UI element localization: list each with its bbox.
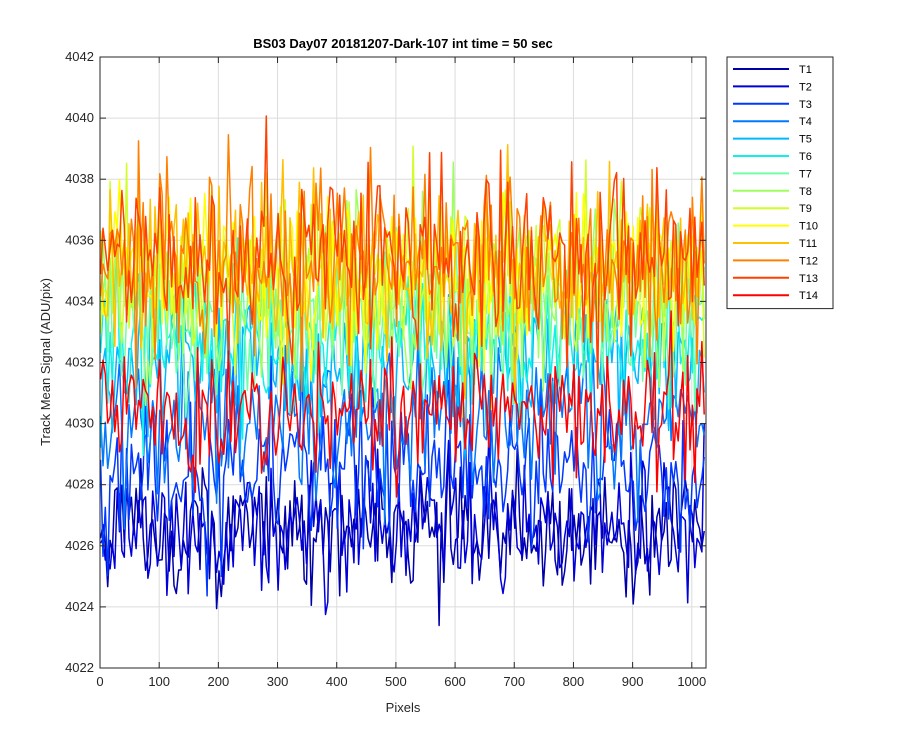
- legend-label: T13: [799, 273, 818, 285]
- x-tick-label: 800: [563, 674, 585, 689]
- legend: T1 T2 T3 T4 T5 T6 T7 T8 T9 T10 T11 T12 T13 T14: [726, 56, 834, 310]
- series-line-t12: [99, 134, 705, 393]
- y-tick-label: 4038: [65, 171, 94, 186]
- legend-box: [726, 56, 834, 310]
- x-tick-label: 300: [267, 674, 289, 689]
- legend-label: T5: [799, 134, 812, 146]
- y-tick-label: 4024: [65, 599, 94, 614]
- y-tick-label: 4026: [65, 538, 94, 553]
- y-tick-label: 4022: [65, 660, 94, 675]
- series-line-t3: [99, 355, 705, 597]
- legend-label: T1: [799, 64, 812, 76]
- series-group: [99, 115, 705, 627]
- legend-label: T11: [799, 238, 817, 250]
- x-tick-label: 0: [96, 674, 103, 689]
- series-line-t2: [99, 423, 705, 616]
- series-line-t14: [99, 310, 705, 498]
- y-tick-label: 4028: [65, 477, 94, 492]
- y-tick-label: 4036: [65, 232, 94, 247]
- legend-label: T7: [799, 168, 812, 180]
- y-tick-label: 4032: [65, 355, 94, 370]
- x-tick-label: 1000: [677, 674, 706, 689]
- y-tick-label: 4040: [65, 110, 94, 125]
- x-tick-label: 200: [208, 674, 230, 689]
- y-tick-label: 4034: [65, 293, 94, 308]
- x-tick-label: 500: [385, 674, 407, 689]
- legend-label: T14: [799, 290, 818, 302]
- x-axis-label: Pixels: [386, 700, 421, 715]
- legend-label: T10: [799, 221, 818, 233]
- chart-title: BS03 Day07 20181207-Dark-107 int time = …: [253, 36, 553, 51]
- y-tick-label: 4042: [65, 49, 94, 64]
- y-tick-label: 4030: [65, 416, 94, 431]
- legend-label: T3: [799, 99, 812, 111]
- legend-label: T6: [799, 151, 812, 163]
- axis-ticks: 0 100 200 300 400 500 600 700 800 900 1000 4022 4024…: [65, 49, 706, 689]
- x-tick-label: 100: [148, 674, 170, 689]
- legend-label: T12: [799, 255, 818, 267]
- y-axis-label: Track Mean Signal (ADU/pix): [38, 278, 53, 446]
- legend-label: T2: [799, 81, 812, 93]
- legend-label: T8: [799, 186, 812, 198]
- x-tick-label: 900: [622, 674, 644, 689]
- x-tick-label: 400: [326, 674, 348, 689]
- legend-label: T9: [799, 203, 812, 215]
- x-tick-label: 700: [503, 674, 525, 689]
- x-tick-label: 600: [444, 674, 466, 689]
- legend-label: T4: [799, 116, 812, 128]
- series-line-t13: [99, 115, 705, 389]
